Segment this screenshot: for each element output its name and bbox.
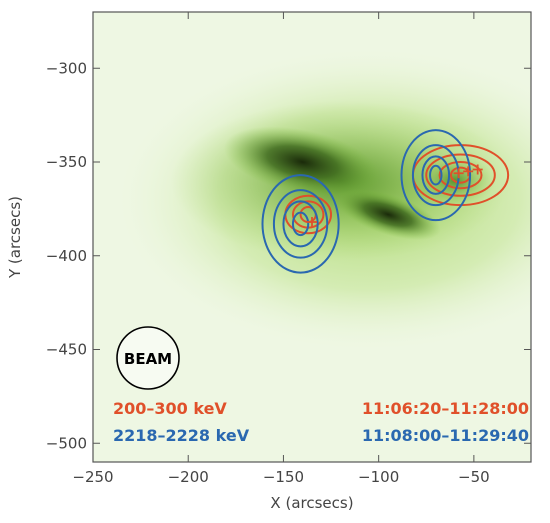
- x-axis: −250 −200 −150 −100 −50: [72, 12, 490, 486]
- legend: 200–300 keV 11:06:20–11:28:00 2218–2228 …: [113, 399, 529, 445]
- contour-s0-src1-lvl2: [438, 161, 483, 190]
- legend-label-0: 200–300 keV: [113, 399, 227, 418]
- y-tick-label-3: −450: [46, 341, 87, 359]
- contour-s1-src0-lvl3: [291, 211, 310, 237]
- x-tick-label-4: −50: [458, 468, 490, 486]
- marker-3: [472, 164, 483, 175]
- legend-label-1: 2218–2228 keV: [113, 426, 250, 445]
- image-core-left: [223, 126, 382, 198]
- contour-s1-src1-lvl2: [421, 155, 451, 195]
- contour-s1-src0-lvl0: [261, 174, 340, 274]
- y-tick-label-4: −500: [46, 434, 87, 452]
- marker-0: [307, 217, 317, 227]
- y-axis: −300 −350 −400 −450 −500: [46, 59, 531, 452]
- marker-layer: [307, 164, 483, 227]
- y-tick-label-2: −400: [46, 247, 87, 265]
- image-core-right: [335, 188, 441, 241]
- x-tick-label-0: −250: [72, 468, 113, 486]
- legend-time-0: 11:06:20–11:28:00: [362, 399, 529, 418]
- y-tick-label-1: −350: [46, 153, 87, 171]
- plot-area: [92, 11, 532, 463]
- contour-s1-src0-lvl2: [282, 200, 319, 248]
- legend-time-1: 11:08:00–11:29:40: [362, 426, 529, 445]
- marker-2: [463, 166, 474, 177]
- marker-1: [453, 168, 464, 179]
- beam-indicator: BEAM: [116, 326, 180, 390]
- y-tick-label-0: −300: [46, 59, 87, 77]
- contour-s1-src1-lvl3: [429, 164, 443, 186]
- contour-s0-src1-lvl1: [425, 153, 496, 197]
- contour-layer: [261, 129, 510, 274]
- contour-s1-src0-lvl1: [272, 189, 329, 259]
- beam-circle: [116, 326, 180, 390]
- contour-s1-src1-lvl0: [400, 129, 472, 222]
- x-tick-label-1: −200: [168, 468, 209, 486]
- y-axis-label: Y (arcsecs): [6, 196, 24, 279]
- plot-frame: [92, 11, 532, 463]
- x-tick-label-2: −150: [263, 468, 304, 486]
- x-tick-label-3: −100: [358, 468, 399, 486]
- x-axis-label: X (arcsecs): [270, 494, 353, 512]
- beam-label: BEAM: [124, 350, 172, 368]
